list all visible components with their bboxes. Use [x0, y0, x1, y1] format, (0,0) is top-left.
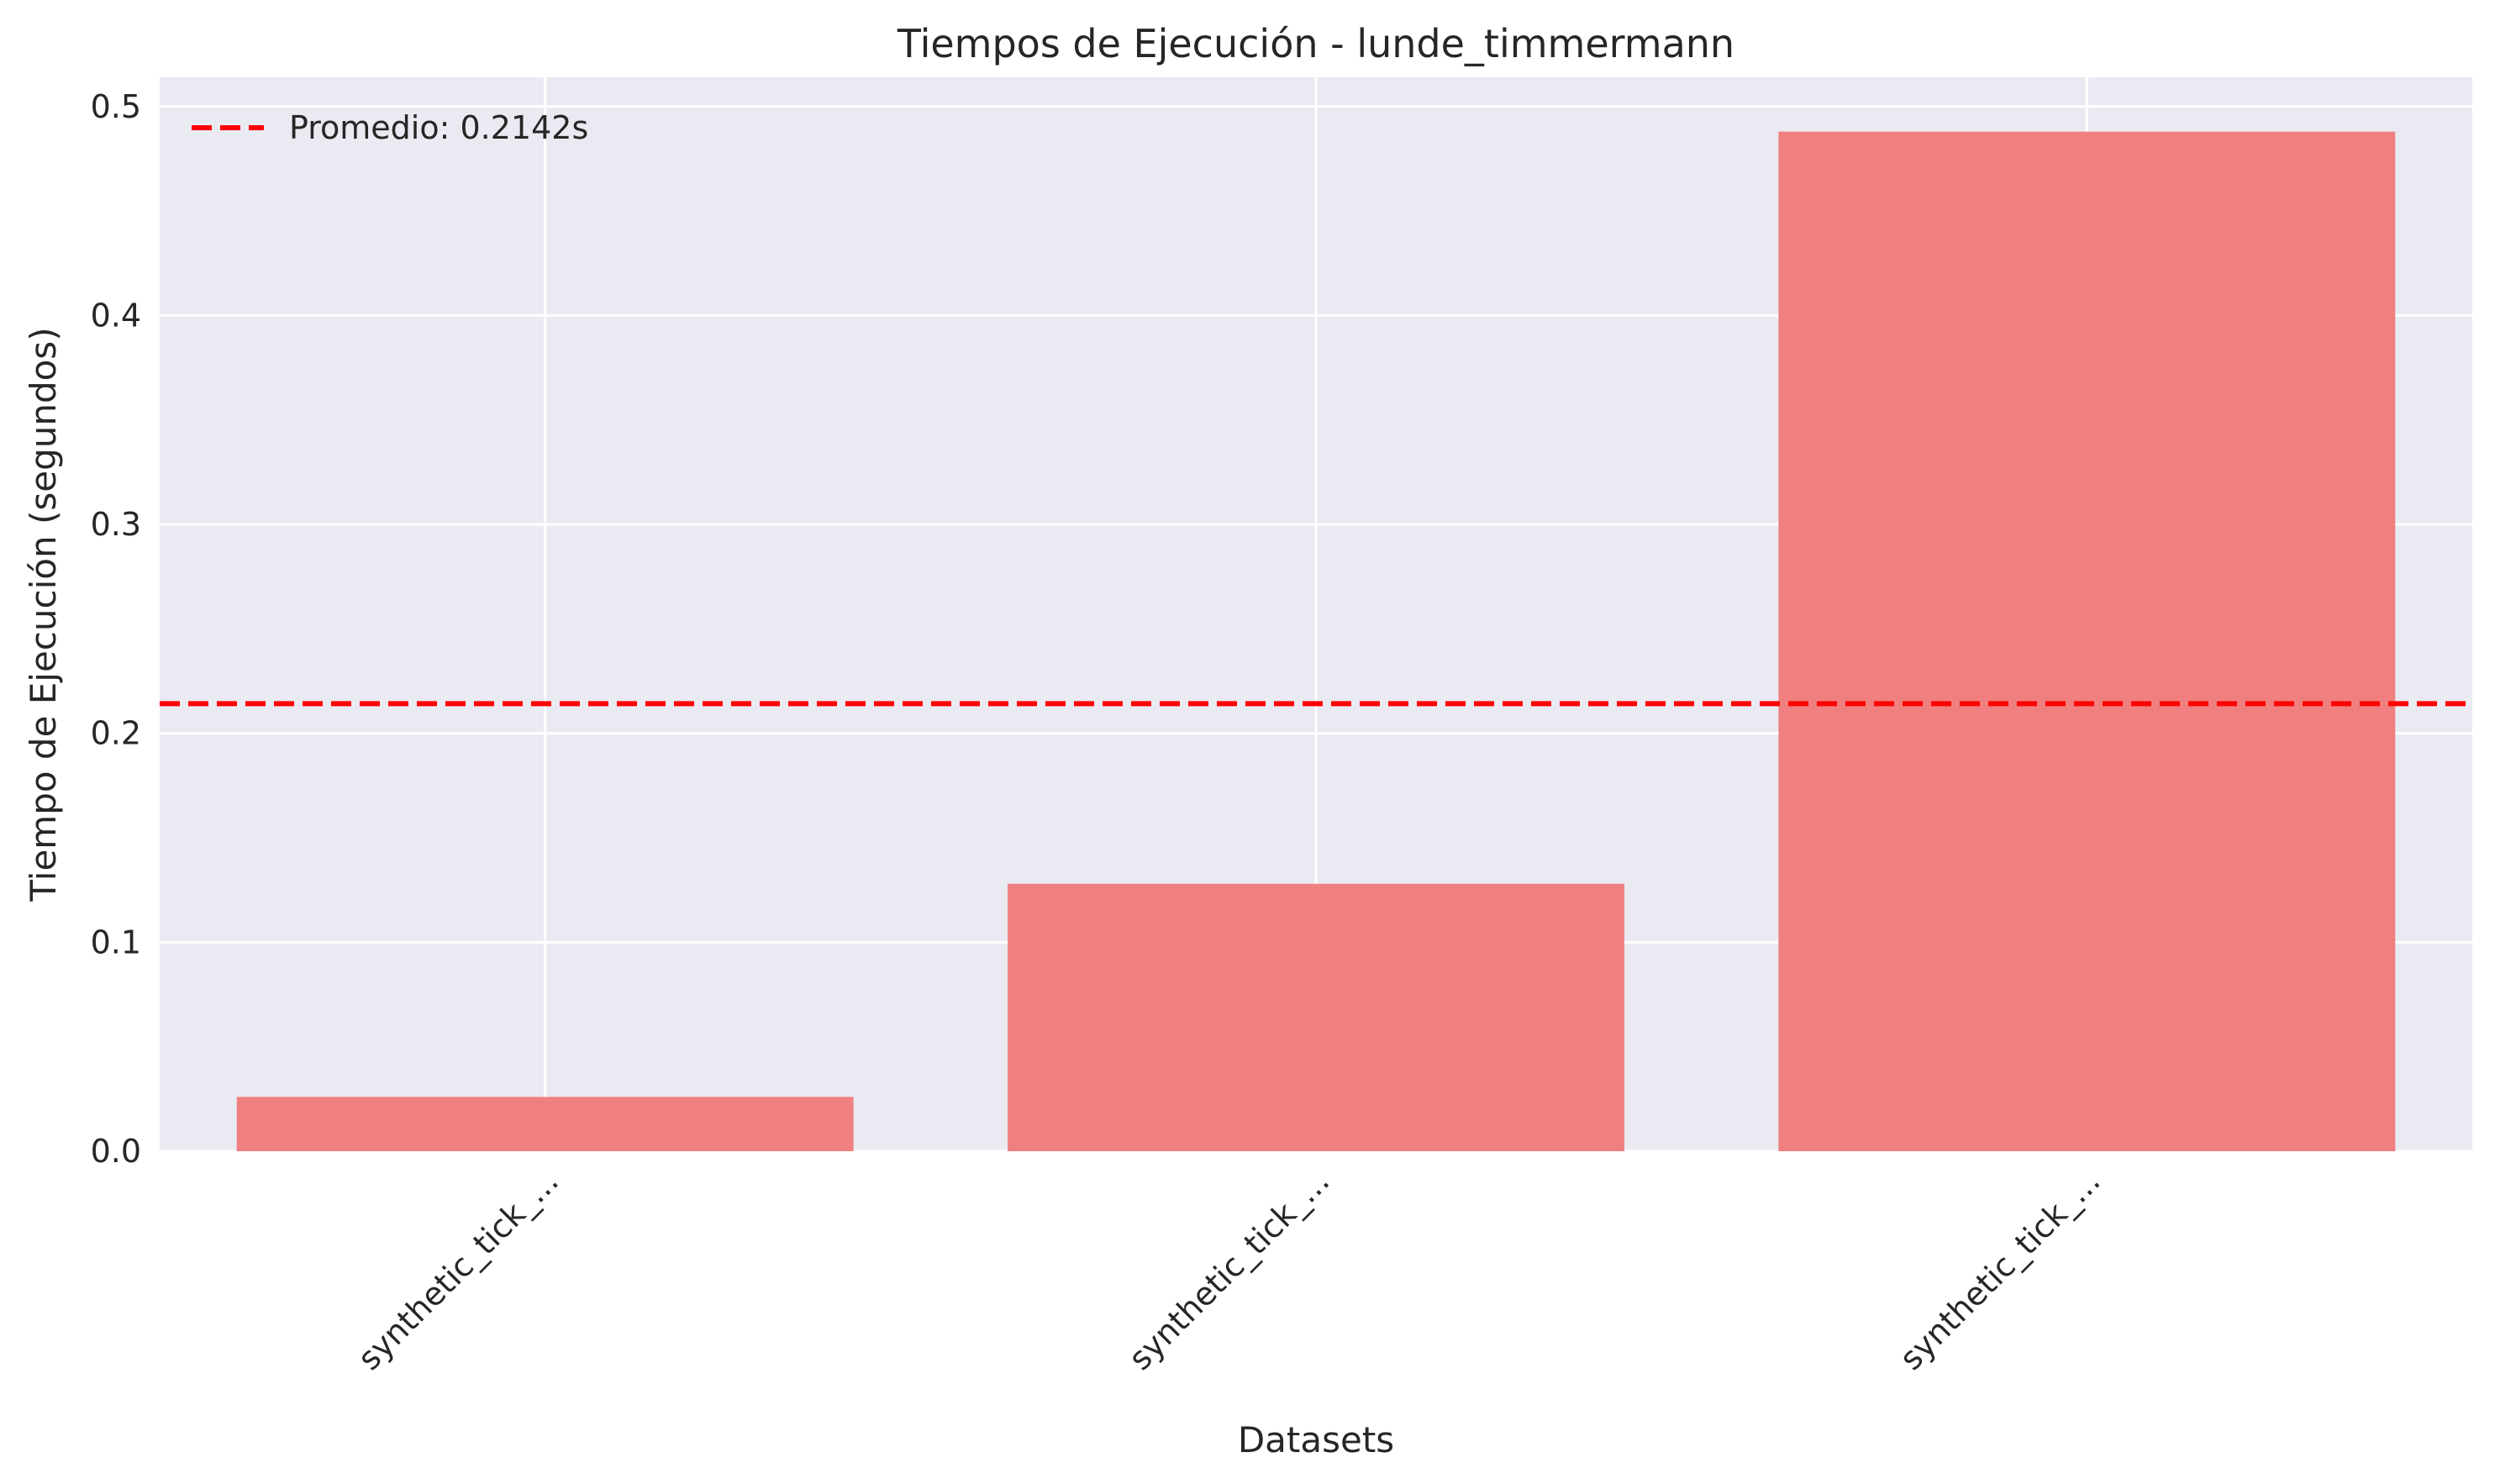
y-tick-label: 0.5 [91, 88, 141, 125]
bar [1008, 883, 1624, 1151]
legend: Promedio: 0.2142s [192, 109, 588, 146]
y-axis-ticks: 0.0 0.1 0.2 0.3 0.4 0.5 [91, 88, 141, 1170]
legend-label: Promedio: 0.2142s [289, 109, 588, 146]
y-tick-label: 0.1 [91, 924, 141, 960]
y-tick-label: 0.0 [91, 1133, 141, 1170]
y-tick-label: 0.4 [91, 297, 141, 334]
chart-title: Tiempos de Ejecución - lunde_timmermann [897, 21, 1734, 66]
y-tick-label: 0.3 [91, 506, 141, 543]
x-axis-ticks: synthetic_tick_... synthetic_tick_... synt… [350, 1162, 2107, 1377]
y-tick-label: 0.2 [91, 715, 141, 752]
y-axis-label: Tiempo de Ejecución (segundos) [23, 327, 64, 902]
x-tick-label: synthetic_tick_... [1122, 1162, 1337, 1377]
x-tick-label: synthetic_tick_... [1892, 1162, 2108, 1377]
bars [236, 131, 2396, 1152]
x-tick-label: synthetic_tick_... [350, 1162, 566, 1377]
x-axis-label: Datasets [1238, 1419, 1394, 1460]
bar [236, 1097, 854, 1151]
bar [1778, 131, 2396, 1152]
